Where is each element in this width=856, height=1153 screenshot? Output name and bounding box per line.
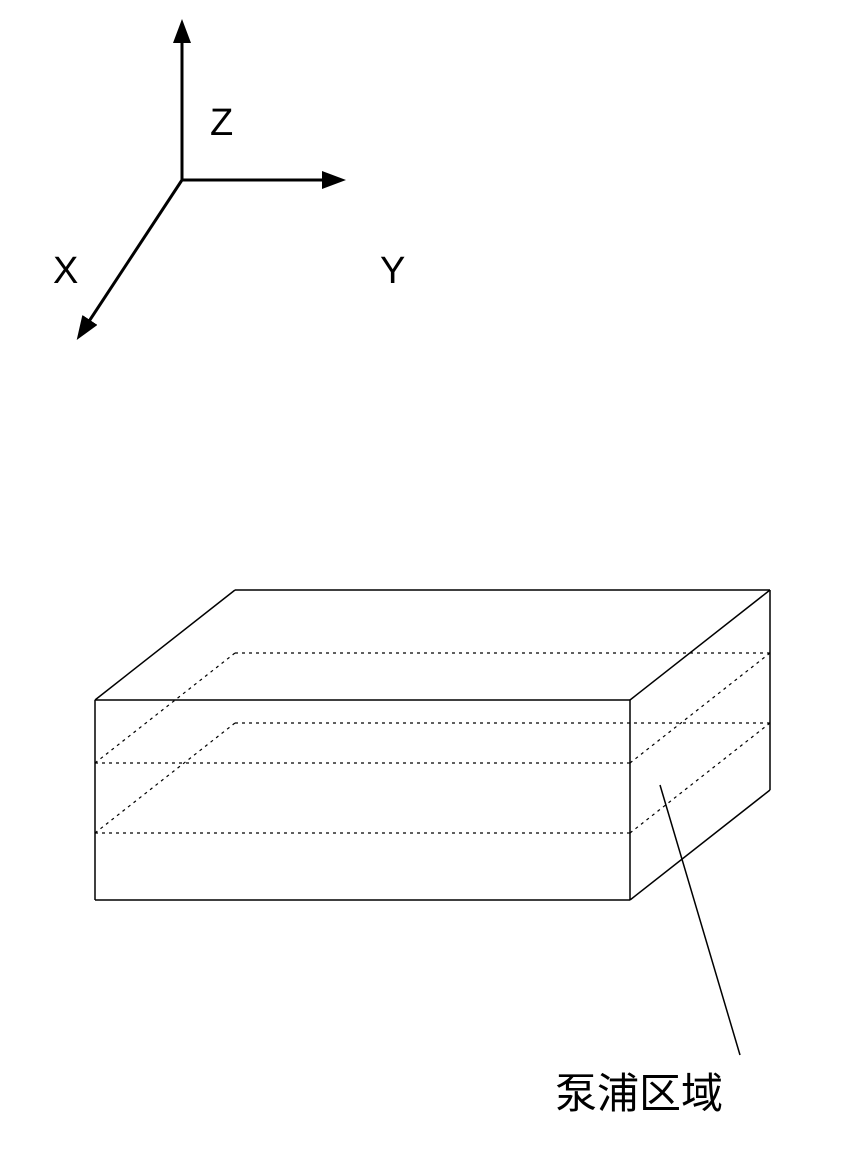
pump-left-bottom-depth [95, 723, 235, 833]
x-axis [80, 180, 182, 335]
prism-block [95, 590, 770, 900]
z-axis-label: Z [210, 102, 233, 145]
diagram-svg [0, 0, 856, 1153]
y-axis-label: Y [380, 250, 405, 293]
top-left-depth [95, 590, 235, 700]
x-axis-label: X [53, 250, 78, 293]
coordinate-axes [80, 25, 340, 335]
pump-right-bottom-depth [630, 723, 770, 833]
bottom-right-depth [630, 790, 770, 900]
callout-line [660, 785, 740, 1055]
diagram-container: Z Y X 泵浦区域 [0, 0, 856, 1153]
pump-right-top-depth [630, 653, 770, 763]
pump-left-top-depth [95, 653, 235, 763]
top-right-depth [630, 590, 770, 700]
pump-region-label: 泵浦区域 [555, 1060, 723, 1121]
